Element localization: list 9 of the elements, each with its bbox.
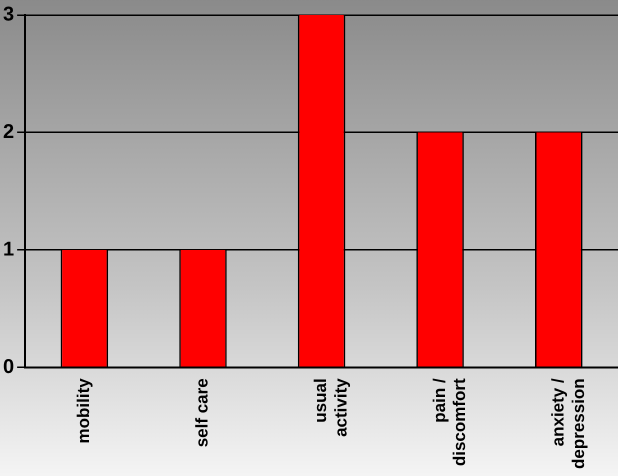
x-tick-label: mobility (74, 378, 94, 444)
y-tick-label: 3 (3, 4, 14, 26)
x-tick-label: anxiety / depression (548, 378, 588, 470)
x-tick-label: usual activity (311, 378, 351, 437)
x-tick-label: pain / discomfort (430, 378, 470, 466)
x-tick-label: self care (192, 378, 212, 448)
y-tick-label: 0 (3, 356, 14, 378)
y-tick-label: 2 (3, 120, 14, 143)
y-tick-label: 1 (3, 238, 14, 260)
